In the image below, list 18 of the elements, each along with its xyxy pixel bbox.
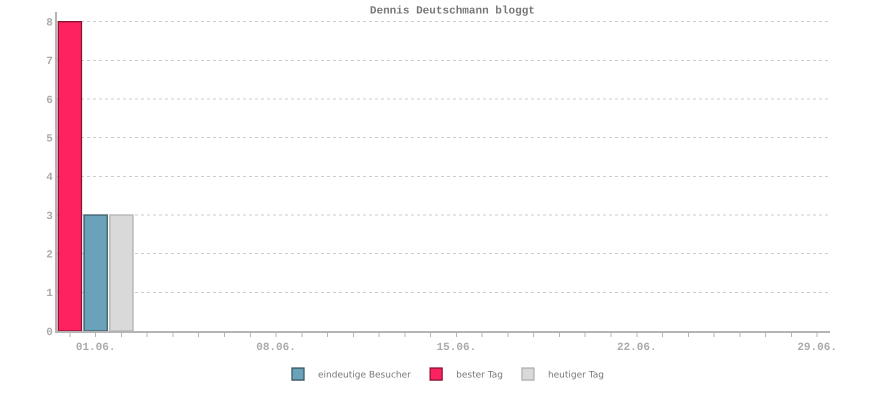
y-tick-label: 7 xyxy=(46,56,53,68)
y-tick-label: 0 xyxy=(46,326,53,339)
y-tick-label: 6 xyxy=(46,94,53,107)
y-tick-label: 2 xyxy=(46,250,53,262)
legend-label: eindeutige Besucher xyxy=(318,370,412,381)
y-tick-label: 5 xyxy=(46,134,54,146)
x-tick-label: 22.06. xyxy=(616,342,657,354)
y-tick-label: 3 xyxy=(46,210,54,223)
y-tick-label: 1 xyxy=(46,288,54,300)
y-tick-label: 8 xyxy=(46,18,54,30)
x-tick-label: 29.06. xyxy=(797,342,837,354)
x-tick-label: 15.06. xyxy=(436,342,476,354)
legend-label: heutiger Tag xyxy=(548,370,604,381)
y-tick-label: 4 xyxy=(46,172,54,184)
chart-title: Dennis Deutschmann bloggt xyxy=(370,6,535,18)
x-tick-label: 08.06. xyxy=(256,342,296,354)
x-tick-label: 01.06. xyxy=(76,342,116,354)
legend-label: bester Tag xyxy=(456,370,503,381)
